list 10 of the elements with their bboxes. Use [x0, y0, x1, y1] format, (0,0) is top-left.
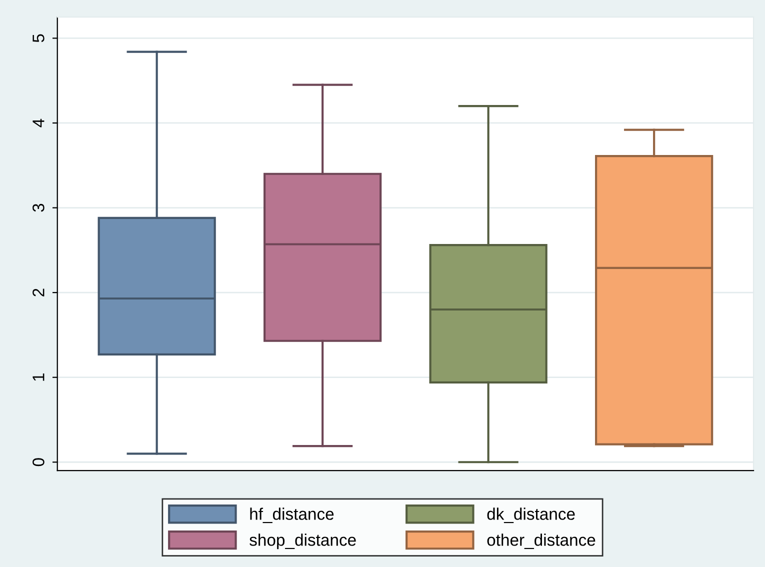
y-tick-label: 4 — [32, 118, 44, 128]
y-tick-label: 5 — [32, 34, 44, 42]
y-tick-label: 3 — [32, 204, 44, 212]
legend-label: dk_distance — [487, 508, 575, 524]
legend-label: other_distance — [487, 534, 596, 550]
y-tick-label: 2 — [32, 288, 44, 296]
y-tick-label: 1 — [32, 374, 44, 381]
y-tick-label: 0 — [32, 458, 44, 466]
legend-label: shop_distance — [250, 534, 356, 550]
legend-label: hf_distance — [250, 508, 334, 524]
